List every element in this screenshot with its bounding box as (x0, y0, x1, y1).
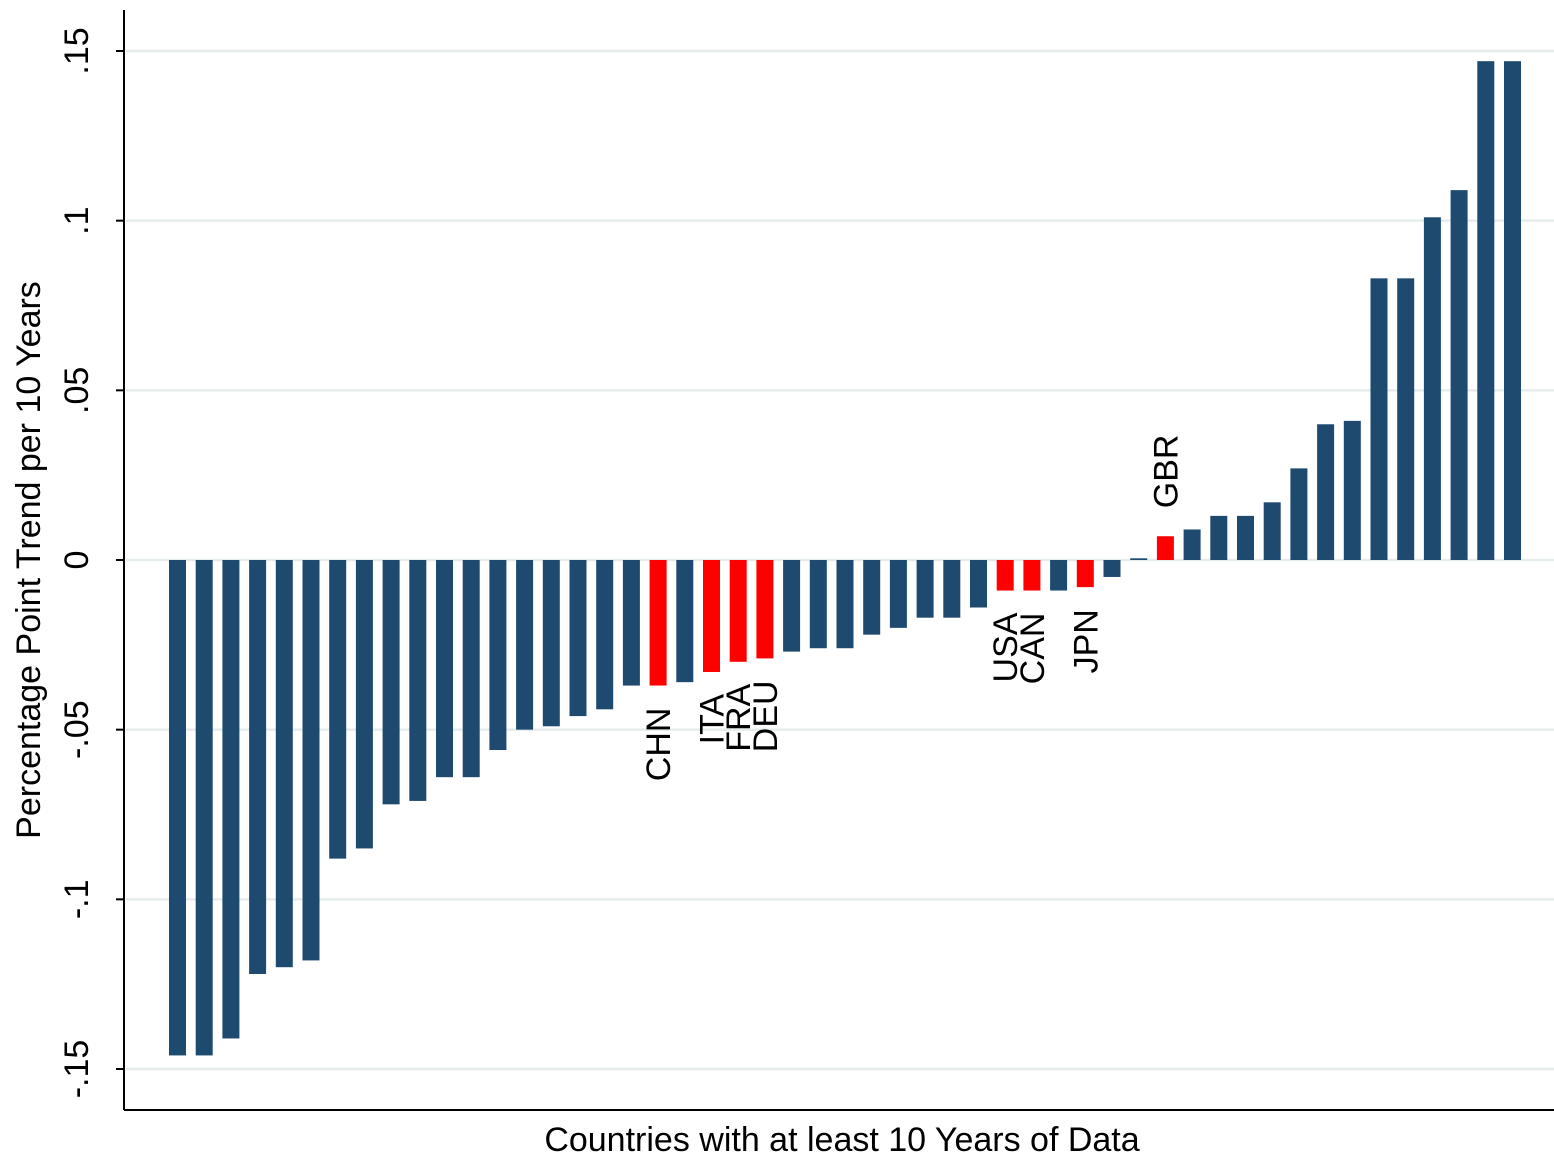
bar (436, 560, 453, 778)
bar (1477, 61, 1495, 561)
bar (970, 560, 987, 608)
bar-highlighted (756, 560, 774, 659)
bar (542, 560, 560, 727)
bar (1423, 217, 1441, 561)
bar (516, 560, 534, 730)
bar (622, 560, 640, 686)
bar (1290, 468, 1308, 560)
bar (916, 560, 934, 618)
bar (382, 560, 400, 805)
bar (889, 560, 907, 628)
bar (1450, 190, 1468, 561)
y-tick-label: 0 (58, 551, 96, 570)
bar (1050, 560, 1068, 591)
x-axis-title: Countries with at least 10 Years of Data (544, 1121, 1139, 1157)
bar-highlighted (1076, 560, 1094, 588)
bar (1370, 278, 1388, 560)
bar-label: JPN (1067, 609, 1105, 673)
bar-label: ITA (694, 694, 732, 745)
bar-highlighted (729, 560, 747, 662)
y-tick-label: -.15 (58, 1040, 96, 1099)
bar (943, 560, 961, 618)
bar (275, 560, 293, 968)
bar (462, 560, 480, 778)
bar (302, 560, 320, 961)
bar-label: FRA (720, 683, 758, 751)
y-tick-label: .05 (58, 367, 96, 414)
bar-highlighted (649, 560, 667, 686)
bar-highlighted (1156, 536, 1174, 560)
bar (249, 560, 267, 974)
bar (329, 560, 347, 859)
bar-label: DEU (747, 680, 785, 752)
y-tick-label: .1 (58, 206, 96, 234)
bar (489, 560, 507, 751)
bar (1183, 529, 1201, 560)
bar (195, 560, 213, 1056)
bar-highlighted (703, 560, 720, 672)
bar-label: GBR (1147, 435, 1185, 509)
y-ticks: -.15 -.1 -.05 0 .05 .1 .15 (58, 27, 124, 1098)
bar-label: CAN (1014, 613, 1052, 685)
y-tick-label: -.1 (58, 879, 96, 919)
y-tick-label: .15 (58, 27, 96, 74)
bar (1210, 515, 1228, 560)
bar (1263, 502, 1281, 560)
bar (409, 560, 427, 801)
bar-label: CHN (640, 708, 678, 782)
bar (596, 560, 614, 710)
bar (1504, 61, 1521, 561)
bar (1317, 424, 1335, 560)
bar (1343, 420, 1361, 560)
bar (1237, 515, 1254, 560)
bar (809, 560, 827, 649)
bar (1130, 558, 1148, 560)
bar (569, 560, 587, 717)
bar-highlighted (1023, 560, 1041, 591)
bar (355, 560, 373, 849)
bar (836, 560, 854, 649)
bar (169, 560, 186, 1056)
bars (169, 61, 1521, 1056)
bar (1103, 560, 1121, 577)
bar (783, 560, 801, 652)
y-axis-title: Percentage Point Trend per 10 Years (10, 281, 48, 839)
bar (863, 560, 881, 635)
y-tick-label: -.05 (58, 700, 96, 759)
bar-label: USA (987, 612, 1025, 682)
bar (1397, 278, 1415, 560)
bar (222, 560, 240, 1039)
bar-highlighted (996, 560, 1014, 591)
bar (676, 560, 694, 683)
